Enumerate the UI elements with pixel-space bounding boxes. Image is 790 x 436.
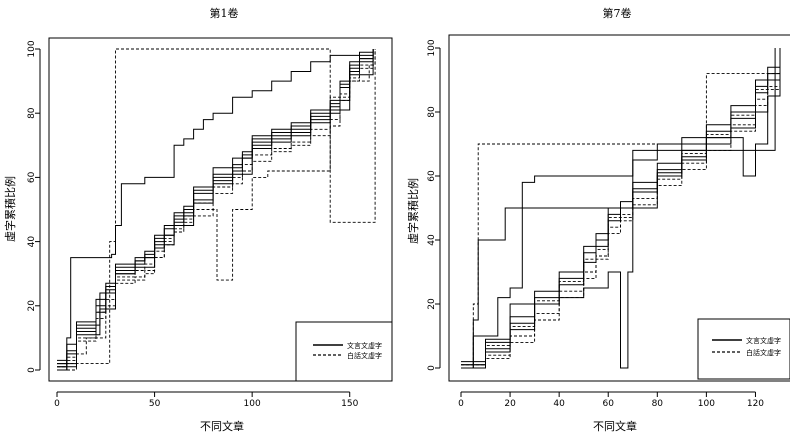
- x-tick-label: 0: [458, 399, 464, 409]
- x-tick-label: 40: [553, 399, 565, 409]
- x-tick-label: 60: [603, 399, 615, 409]
- panel-1-series-group: [57, 48, 376, 371]
- x-tick-label: 0: [54, 399, 60, 409]
- panel-2-plot-box: [448, 34, 790, 382]
- panel-1-legend-box: [295, 321, 393, 382]
- y-tick-label: 20: [427, 298, 437, 310]
- series-line-8-dashed: [461, 57, 781, 369]
- panel-1-ylabel: 虛字累積比例: [3, 176, 17, 242]
- panel-2: 第7卷 0 20 40 60 80 100 120 0 20 40 60 80 100 不同文章 虛字…: [406, 6, 790, 433]
- series-line-10-dashed: [461, 51, 781, 366]
- series-line-9-solid: [461, 48, 781, 366]
- panel-1-x-axis: 0 50 100 150: [54, 391, 359, 409]
- panel-1-plot-box: [48, 37, 393, 382]
- panel-2-legend-solid-label: 文言文虛字: [746, 336, 781, 345]
- panel-2-y-axis: 0 20 40 60 80 100: [427, 39, 441, 371]
- series-line-2-solid: [461, 48, 776, 369]
- y-tick-label: 60: [427, 170, 437, 182]
- series-line-5-solid: [57, 49, 374, 365]
- panel-1: 第1卷 0 50 100 150 0 20 40 60 80 100 不同文章 虛字累積比例 文…: [3, 6, 393, 433]
- series-line-7-dashed: [57, 52, 374, 368]
- y-tick-label: 0: [427, 365, 437, 371]
- panel-2-legend-dashed-label: 白話文虛字: [746, 348, 781, 357]
- y-tick-label: 100: [27, 40, 37, 57]
- series-line-9-solid: [57, 49, 374, 365]
- y-tick-label: 20: [27, 300, 37, 312]
- panel-1-legend-dashed-label: 白話文虛字: [347, 351, 382, 360]
- y-tick-label: 80: [427, 106, 437, 118]
- y-tick-label: 0: [27, 367, 37, 373]
- series-line-2-solid: [57, 49, 374, 371]
- panel-2-legend: 文言文虛字 白話文虛字: [697, 318, 790, 380]
- panel-1-y-axis: 0 20 40 60 80 100: [27, 40, 41, 373]
- panel-2-x-axis: 0 20 40 60 80 100 120: [458, 391, 764, 409]
- x-tick-label: 100: [698, 399, 715, 409]
- series-line-3-dashed: [57, 49, 376, 371]
- x-tick-label: 20: [504, 399, 516, 409]
- series-line-10-solid: [57, 49, 374, 368]
- x-tick-label: 120: [747, 399, 764, 409]
- panel-1-legend-solid-label: 文言文虛字: [347, 341, 382, 350]
- panel-2-xlabel: 不同文章: [593, 419, 637, 433]
- panel-2-ylabel: 虛字累積比例: [406, 178, 420, 244]
- y-tick-label: 100: [427, 39, 437, 56]
- x-tick-label: 50: [149, 399, 161, 409]
- x-tick-label: 80: [652, 399, 664, 409]
- series-line-6-solid: [57, 49, 374, 361]
- y-tick-label: 80: [27, 107, 37, 119]
- x-tick-label: 150: [341, 399, 358, 409]
- panel-1-legend: 文言文虛字 白話文虛字: [295, 321, 393, 382]
- series-line-1-dashed: [461, 48, 781, 369]
- series-line-4-solid: [461, 48, 781, 369]
- panel-2-series-group: [461, 48, 781, 369]
- y-tick-label: 40: [27, 236, 37, 248]
- panel-1-title: 第1卷: [210, 6, 239, 20]
- panel-1-xlabel: 不同文章: [200, 419, 244, 433]
- panel-2-legend-box: [697, 318, 790, 380]
- series-line-4-solid: [57, 49, 374, 368]
- y-tick-label: 60: [27, 171, 37, 183]
- panel-2-title: 第7卷: [603, 6, 632, 20]
- x-tick-label: 100: [244, 399, 261, 409]
- y-tick-label: 40: [427, 234, 437, 246]
